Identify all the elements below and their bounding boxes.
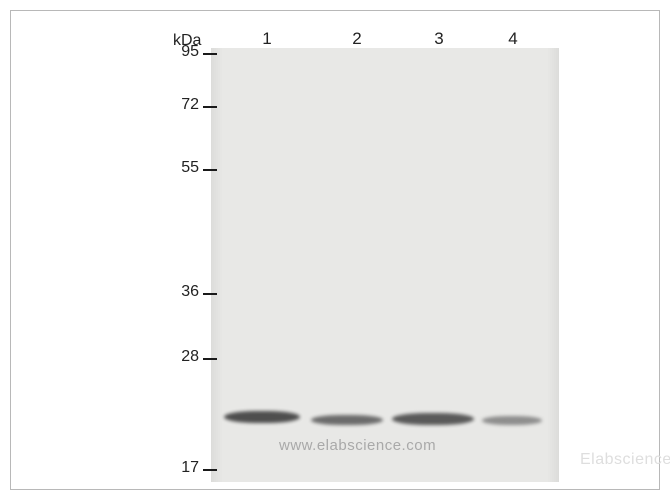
band-lane-1 [224,411,300,423]
mw-tick-95 [203,53,217,55]
watermark-brand: Elabscience [580,451,670,469]
lane-label-4: 4 [503,29,523,49]
mw-label-55: 55 [149,159,199,177]
mw-label-36: 36 [149,283,199,301]
blot-shade-right [547,48,559,482]
blot-shade-left [211,48,223,482]
mw-tick-17 [203,469,217,471]
lane-label-1: 1 [257,29,277,49]
mw-label-28: 28 [149,348,199,366]
band-lane-3 [392,413,474,425]
mw-tick-55 [203,169,217,171]
band-lane-4 [482,416,542,425]
mw-tick-72 [203,106,217,108]
mw-label-95: 95 [149,43,199,61]
mw-tick-28 [203,358,217,360]
lane-label-2: 2 [347,29,367,49]
figure-frame: kDa 957255362817 1234 www.elabscience.co… [10,10,660,490]
mw-tick-36 [203,293,217,295]
watermark-url: www.elabscience.com [279,437,436,454]
mw-label-72: 72 [149,96,199,114]
mw-label-17: 17 [149,459,199,477]
band-lane-2 [311,415,383,425]
lane-label-3: 3 [429,29,449,49]
